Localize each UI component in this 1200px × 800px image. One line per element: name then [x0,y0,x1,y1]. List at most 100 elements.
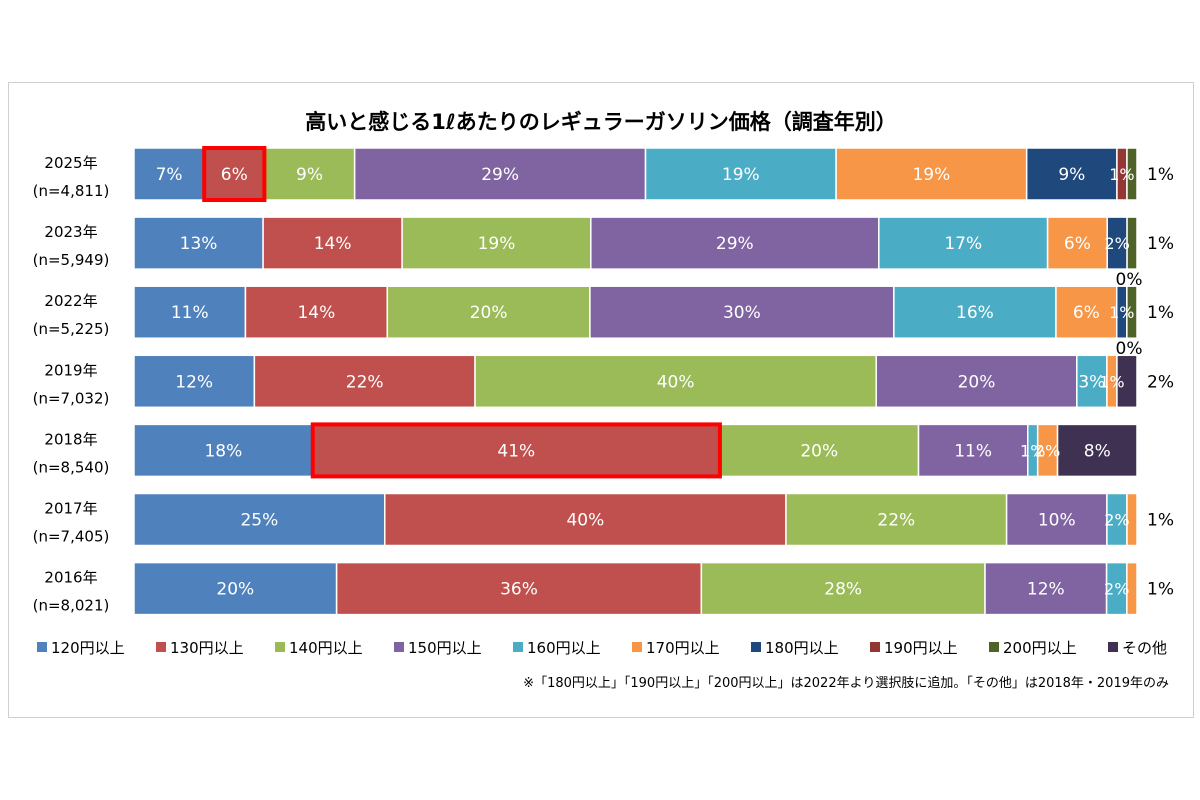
data-label: 13% [180,234,218,254]
bar-segment [262,216,403,270]
data-label: 2% [1147,372,1174,392]
bar-segment [386,285,591,339]
bar-segment [589,285,895,339]
data-label: 14% [314,234,352,254]
category-n-label: (n=8,540) [33,458,110,476]
data-label: 1% [1109,303,1134,322]
category-n-label: (n=5,225) [33,320,110,338]
data-label: 1% [1147,165,1174,185]
data-label: 1% [1147,580,1174,600]
bar-segment [133,147,205,201]
data-label: 9% [296,165,323,185]
data-label: 25% [240,511,278,531]
bar-segment [785,492,1008,547]
bar-segment [384,492,787,547]
data-label: 11% [954,441,992,461]
legend-label: 180円以上 [765,639,839,657]
chart-title: 高いと感じる1ℓあたりのレギュラーガソリン価格（調査年別） [305,110,897,134]
bar-segment [644,147,837,201]
legend-label: 170円以上 [646,639,720,657]
footnote: ※「180円以上」「190円以上」「200円以上」は2022年より選択肢に追加。… [523,675,1169,691]
bar-segment [133,561,338,616]
bar-segment [590,216,880,270]
data-label: 20% [958,372,996,392]
bar-segment [474,354,877,409]
data-label: 3% [1078,372,1105,392]
data-label: 2% [1035,441,1060,460]
legend-swatch [394,642,404,652]
bar-segment [1126,285,1138,339]
bar-segment [1126,147,1138,201]
legend-label: 130円以上 [170,639,244,657]
data-label: 29% [481,165,519,185]
data-label: 22% [877,511,915,531]
category-year-label: 2022年 [44,292,97,310]
legend-label: 120円以上 [51,639,125,657]
data-label: 28% [824,580,862,600]
category-year-label: 2019年 [44,361,97,379]
data-label: 10% [1038,511,1076,531]
bar-segment [875,354,1078,409]
legend-swatch [37,642,47,652]
bar-segment [133,492,386,547]
bar-segment [1126,561,1138,616]
data-label: 19% [722,165,760,185]
data-label: 1% [1020,441,1045,460]
bar-segment [1055,285,1118,339]
data-label: 7% [156,165,183,185]
bar-segment [335,561,703,616]
data-label: 12% [1027,580,1065,600]
legend-label: 150円以上 [408,639,482,657]
data-label: 2% [1104,511,1129,530]
bar-segment [1116,354,1138,409]
legend-label: 140円以上 [289,639,363,657]
legend-swatch [870,642,880,652]
data-label: 1% [1147,303,1174,323]
bar-segment [917,423,1029,478]
data-label: 36% [500,580,538,600]
bar-segment [244,285,389,339]
bar-segment [133,216,264,270]
bar-segment [1056,423,1138,478]
data-label: 20% [216,580,254,600]
data-label: 18% [204,441,242,461]
data-label: 40% [657,372,695,392]
category-n-label: (n=4,811) [33,182,110,200]
category-year-label: 2025年 [44,154,97,172]
data-label: 1% [1099,372,1124,391]
legend-label: 160円以上 [527,639,601,657]
chart-frame: 高いと感じる1ℓあたりのレギュラーガソリン価格（調査年別） 7% 6% 9% 29% 1… [8,82,1194,718]
legend-swatch [156,642,166,652]
data-label: 8% [1084,441,1111,461]
data-label: 14% [297,303,335,323]
data-label: 1% [1109,165,1134,184]
category-year-label: 2016年 [44,569,97,587]
category-year-label: 2018年 [44,430,97,448]
data-label: 40% [566,511,604,531]
data-label: 20% [800,441,838,461]
category-year-label: 2023年 [44,223,97,241]
category-year-label: 2017年 [44,500,97,518]
legend-label: 200円以上 [1003,639,1077,657]
highlight-box [202,146,267,202]
data-label: 29% [716,234,754,254]
data-label: 41% [497,441,535,461]
data-label: 6% [1064,234,1091,254]
data-label: 19% [478,234,516,254]
legend-label: その他 [1122,639,1167,657]
data-label: 6% [1073,303,1100,323]
category-n-label: (n=5,949) [33,251,110,269]
bar-segment [253,354,476,409]
data-label: 6% [221,165,248,185]
data-label: 0% [1116,339,1143,359]
legend-swatch [1108,642,1118,652]
data-label: 17% [944,234,982,254]
highlight-box [310,422,722,479]
bar-segment [984,561,1108,616]
bar-segment [835,147,1028,201]
legend-swatch [632,642,642,652]
bar-segment [893,285,1057,339]
category-n-label: (n=7,405) [33,528,110,546]
category-n-label: (n=7,032) [33,389,110,407]
legend-swatch [989,642,999,652]
